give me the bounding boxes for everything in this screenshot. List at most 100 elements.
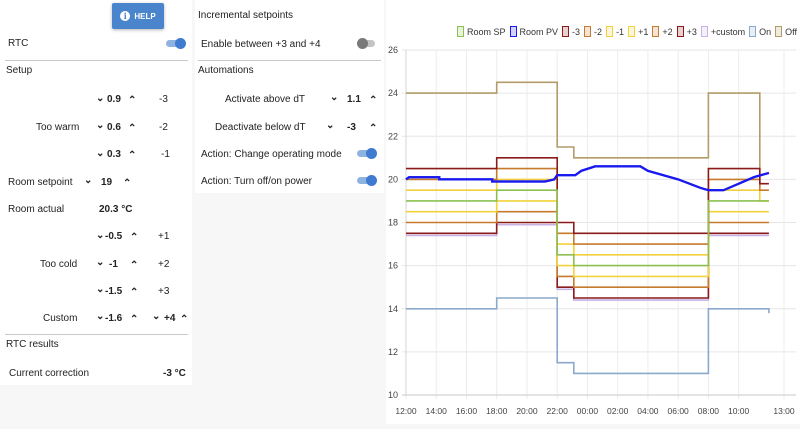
legend-label: +1 [638, 26, 649, 37]
help-label: HELP [134, 11, 156, 21]
cold-value-1: -0.5 [105, 231, 123, 242]
decrease-setpoint-button[interactable]: ⌄ [84, 175, 93, 186]
y-tick-label: 22 [388, 131, 398, 141]
legend-label: -3 [572, 26, 581, 37]
increase-custom-level-button[interactable]: ⌃ [180, 314, 189, 325]
automations-title: Automations [198, 65, 254, 76]
rtc-toggle[interactable] [166, 38, 186, 49]
legend-item[interactable]: +custom [700, 26, 745, 37]
decrease-cold-1-button[interactable]: ⌄ [96, 230, 105, 241]
cold-level-3: +3 [158, 286, 170, 297]
action-mode-label: Action: Change operating mode [201, 149, 342, 160]
legend-item[interactable]: On [749, 26, 771, 37]
deactivate-value: -3 [347, 122, 356, 133]
increase-warm-2-button[interactable]: ⌃ [128, 123, 137, 134]
x-tick-label: 14:00 [426, 406, 448, 416]
info-icon: i [120, 11, 131, 21]
action-power-label: Action: Turn off/on power [201, 176, 312, 187]
decrease-cold-2-button[interactable]: ⌄ [96, 257, 105, 268]
decrease-activate-button[interactable]: ⌄ [330, 92, 339, 103]
y-tick-label: 18 [388, 218, 398, 228]
divider [5, 334, 188, 335]
rtc-label: RTC [8, 38, 29, 49]
activate-value: 1.1 [347, 94, 361, 105]
y-tick-label: 26 [388, 45, 398, 55]
room-setpoint-value: 19 [101, 177, 113, 188]
incremental-title: Incremental setpoints [198, 10, 294, 21]
middle-panel [195, 0, 384, 193]
room-actual-value: 20.3 °C [99, 204, 133, 215]
enable-toggle[interactable] [357, 38, 377, 49]
legend-swatch [509, 26, 517, 37]
legend-label: +3 [686, 26, 697, 37]
legend-label: -2 [594, 26, 603, 37]
current-correction-label: Current correction [9, 368, 90, 379]
legend-item[interactable]: +1 [628, 26, 648, 37]
increase-cold-1-button[interactable]: ⌃ [130, 232, 139, 243]
custom-label: Custom [43, 313, 78, 324]
y-tick-label: 10 [388, 390, 398, 400]
enable-label: Enable between +3 and +4 [201, 39, 321, 50]
chart-panel: 10 12 14 16 18 20 22 24 26 12:00 14:00 16:00 18:00 20… [386, 0, 800, 424]
series-line-on [406, 297, 770, 375]
legend-item[interactable]: -3 [562, 26, 580, 37]
room-setpoint-label: Room setpoint [8, 177, 73, 188]
x-tick-label: 06:00 [668, 406, 690, 416]
decrease-custom-level-button[interactable]: ⌄ [152, 311, 161, 322]
warm-value-3: 0.3 [107, 149, 121, 160]
decrease-warm-3-button[interactable]: ⌄ [96, 148, 105, 159]
series-line-room-pv-top [405, 165, 770, 192]
x-tick-label: 18:00 [486, 406, 508, 416]
help-button[interactable]: i HELP [112, 3, 164, 29]
action-power-toggle[interactable] [357, 175, 377, 186]
legend-item[interactable]: -2 [584, 26, 602, 37]
increase-activate-button[interactable]: ⌃ [369, 95, 378, 106]
legend-item[interactable]: +2 [652, 26, 673, 37]
legend-item[interactable]: +3 [676, 26, 697, 37]
increase-cold-2-button[interactable]: ⌃ [130, 260, 139, 271]
warm-value-2: 0.6 [107, 122, 121, 133]
y-tick-label: 20 [388, 174, 398, 184]
legend-swatch [606, 26, 614, 37]
legend-label: Room SP [467, 26, 506, 37]
increase-cold-3-button[interactable]: ⌃ [130, 287, 139, 298]
increase-warm-1-button[interactable]: ⌃ [128, 95, 137, 106]
left-panel [0, 0, 192, 385]
custom-value: -1.6 [105, 313, 123, 324]
cold-value-3: -1.5 [105, 286, 123, 297]
increase-custom-button[interactable]: ⌃ [130, 314, 139, 325]
decrease-warm-2-button[interactable]: ⌄ [96, 120, 105, 131]
legend-item[interactable]: Room SP [457, 26, 506, 37]
decrease-deactivate-button[interactable]: ⌄ [326, 120, 335, 131]
legend-swatch [749, 26, 757, 37]
legend-label: On [759, 26, 772, 37]
increase-setpoint-button[interactable]: ⌃ [123, 178, 132, 189]
decrease-custom-button[interactable]: ⌄ [96, 311, 105, 322]
legend-label: +2 [662, 26, 673, 37]
series-line-off [406, 81, 761, 188]
legend-label: -1 [616, 26, 625, 37]
room-actual-label: Room actual [8, 204, 65, 215]
cold-level-1: +1 [158, 231, 170, 242]
x-tick-label: 10:00 [728, 406, 750, 416]
deactivate-label: Deactivate below dT [215, 122, 306, 133]
legend-item[interactable]: -1 [606, 26, 624, 37]
warm-value-1: 0.9 [107, 94, 121, 105]
custom-level: +4 [164, 313, 176, 324]
x-tick-label: 04:00 [637, 406, 659, 416]
increase-deactivate-button[interactable]: ⌃ [369, 123, 378, 134]
series-line-room-sp [406, 189, 769, 267]
x-tick-label: 00:00 [577, 406, 599, 416]
divider [5, 60, 188, 61]
decrease-warm-1-button[interactable]: ⌄ [96, 93, 105, 104]
too-warm-label: Too warm [36, 122, 80, 133]
legend-item[interactable]: Room PV [509, 26, 558, 37]
legend-swatch [700, 26, 708, 37]
legend-item[interactable]: Off [775, 26, 797, 37]
action-mode-toggle[interactable] [357, 148, 377, 159]
setup-title: Setup [6, 65, 33, 76]
decrease-cold-3-button[interactable]: ⌄ [96, 284, 105, 295]
increase-warm-3-button[interactable]: ⌃ [128, 150, 137, 161]
legend-swatch [652, 26, 660, 37]
cold-value-2: -1 [109, 259, 118, 270]
